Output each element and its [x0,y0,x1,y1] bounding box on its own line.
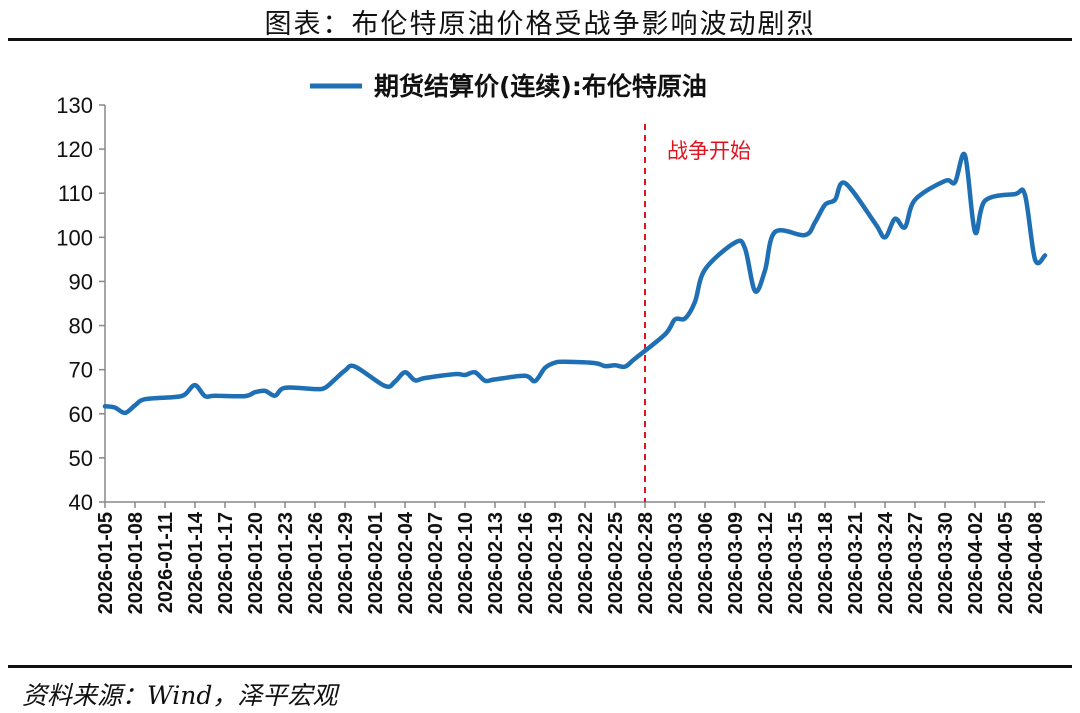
series-layer [102,151,1048,416]
y-tick-label: 80 [69,314,93,339]
x-axis: 2026-01-05 2026-01-08 2026-01-11 2026-01-14… [95,501,1047,614]
x-tick-label: 2026-03-27 [905,512,927,614]
y-tick-label: 50 [69,446,93,471]
x-tick-label: 2026-03-24 [875,511,897,614]
x-tick-label: 2026-03-06 [695,512,717,614]
x-tick-label: 2026-03-09 [725,512,747,614]
x-tick-label: 2026-02-07 [425,512,447,614]
y-tick-label: 70 [69,358,93,383]
y-tick-label: 90 [69,269,93,294]
x-tick-label: 2026-01-08 [125,512,147,614]
y-tick-label: 60 [69,402,93,427]
x-tick-label: 2026-02-10 [455,512,477,614]
y-tick-label: 120 [56,137,93,162]
x-tick-label: 2026-04-02 [965,512,987,614]
x-tick-label: 2026-02-25 [605,512,627,614]
x-tick-label: 2026-04-08 [1025,512,1047,614]
x-tick-label: 2026-04-05 [995,512,1017,614]
x-tick-label: 2026-02-13 [485,512,507,614]
chart-header-title: 图表：布伦特原油价格受战争影响波动剧烈 [264,9,816,40]
x-tick-label: 2026-01-17 [215,512,237,614]
top-rule [8,38,1072,41]
source-note: 资料来源：Wind，泽平宏观 [22,681,338,710]
x-tick-label: 2026-01-20 [245,512,267,614]
x-tick-label: 2026-02-22 [575,512,597,614]
x-tick-label: 2026-01-05 [95,512,117,614]
legend: 期货结算价(连续):布伦特原油 [310,72,707,101]
x-tick-label: 2026-02-16 [515,512,537,614]
x-tick-label: 2026-02-28 [635,512,657,614]
x-tick-label: 2026-03-21 [845,512,867,614]
x-tick-label: 2026-01-14 [185,511,207,614]
x-tick-label: 2026-02-01 [365,512,387,614]
y-axis: 40 50 60 70 80 90 100 110 120 130 [56,93,106,515]
x-tick-label: 2026-01-11 [155,512,177,613]
x-tick-label: 2026-01-26 [305,512,327,614]
y-tick-label: 130 [56,93,93,118]
y-tick-label: 110 [58,181,93,206]
x-tick-label: 2026-03-15 [785,512,807,614]
bottom-rule [8,665,1072,668]
x-tick-label: 2026-02-19 [545,512,567,614]
x-tick-label: 2026-03-18 [815,512,837,614]
series-line-brent [102,151,1048,416]
x-tick-label: 2026-01-29 [335,512,357,614]
x-tick-label: 2026-01-23 [275,512,297,614]
x-tick-label: 2026-03-30 [935,512,957,614]
y-tick-label: 40 [69,490,93,515]
war-start-annotation: 战争开始 [667,139,751,163]
y-tick-label: 100 [56,225,93,250]
x-tick-label: 2026-02-04 [395,511,417,614]
annotation-layer: 战争开始 [644,124,751,502]
legend-label: 期货结算价(连续):布伦特原油 [374,72,707,101]
x-tick-label: 2026-03-12 [755,512,777,614]
x-tick-label: 2026-03-03 [665,512,687,614]
